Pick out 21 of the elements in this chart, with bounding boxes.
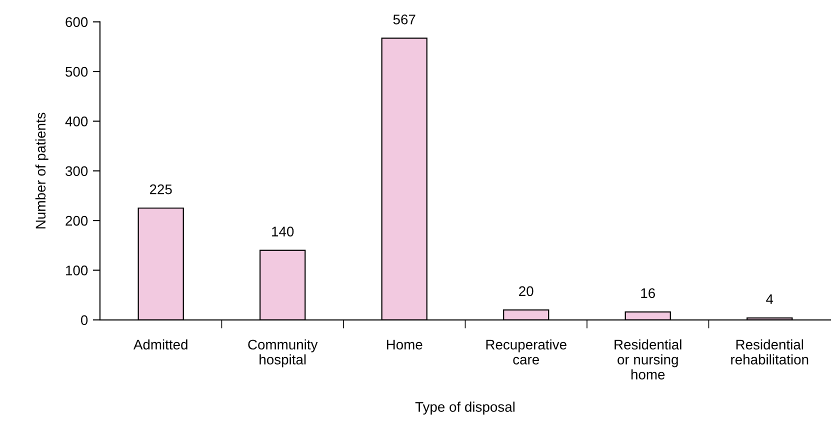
- y-tick-label: 600: [66, 17, 88, 28]
- x-tick-label: Admitted: [133, 339, 188, 350]
- x-tick-label: Community hospital: [248, 339, 318, 368]
- y-tick-label: 400: [65, 116, 88, 126]
- x-tick-label: Home: [386, 340, 422, 350]
- data-label: 140: [272, 226, 294, 236]
- y-tick-label: 100: [66, 266, 88, 276]
- y-tick-label: 500: [66, 66, 88, 77]
- data-label: 567: [393, 14, 416, 24]
- x-tick-label: Residential or nursing home: [614, 339, 682, 380]
- x-tick-label: Residential rehabilitation: [731, 339, 808, 364]
- data-label: 225: [150, 184, 172, 194]
- data-label: 16: [641, 288, 655, 298]
- y-tick-label: 0: [80, 315, 88, 326]
- data-label: 4: [766, 294, 774, 304]
- x-tick-label: Recuperative care: [486, 339, 566, 364]
- y-tick-label: 200: [66, 216, 88, 226]
- y-tick-label: 300: [66, 166, 88, 176]
- x-axis-title: Type of disposal: [415, 402, 514, 415]
- data-label: 20: [519, 286, 534, 296]
- y-axis-title: Number of patients: [35, 112, 48, 228]
